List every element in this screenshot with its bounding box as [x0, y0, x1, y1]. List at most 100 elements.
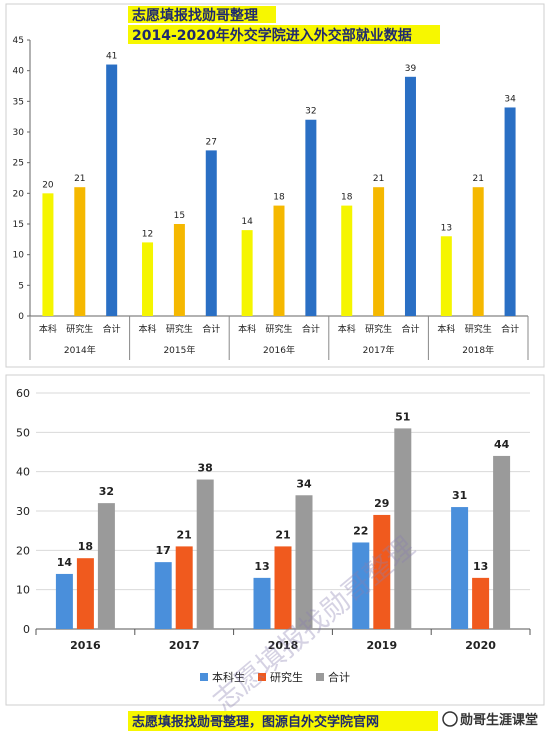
- bar-value-label: 41: [106, 52, 117, 62]
- legend-label: 本科生: [212, 670, 245, 684]
- bar-value-label: 18: [78, 540, 93, 553]
- bar: [504, 107, 516, 316]
- sub-category-label: 本科: [39, 323, 57, 335]
- bar: [55, 573, 73, 629]
- sub-category-label: 研究生: [465, 323, 492, 335]
- bar: [76, 558, 94, 629]
- y-tick-label: 0: [23, 623, 30, 636]
- y-tick-label: 40: [16, 466, 30, 479]
- bar: [253, 577, 271, 629]
- bar: [373, 187, 385, 316]
- title-highlight: [128, 6, 276, 23]
- bar: [196, 479, 214, 629]
- bar-value-label: 32: [99, 485, 114, 498]
- y-tick-label: 15: [13, 220, 24, 230]
- bar-value-label: 13: [473, 560, 488, 573]
- chart-2014-2018: 志愿填报找勋哥整理 2014-2020年外交学院进入外交部就业数据 0 5 10 15…: [5, 3, 545, 368]
- y-tick-label: 25: [13, 159, 24, 169]
- bar: [394, 428, 412, 629]
- bar: [295, 495, 313, 629]
- category-label: 2019: [366, 639, 397, 652]
- sub-category-label: 研究生: [66, 323, 93, 335]
- y-tick-label: 20: [13, 189, 25, 199]
- bar-value-label: 32: [305, 107, 316, 117]
- y-tick-label: 45: [13, 36, 24, 46]
- bar-value-label: 13: [254, 560, 269, 573]
- bar: [472, 187, 484, 316]
- sub-category-label: 研究生: [166, 323, 193, 335]
- y-tick-label: 40: [13, 67, 25, 77]
- sub-category-label: 研究生: [265, 323, 292, 335]
- bar: [205, 150, 217, 316]
- category-label: 2014年: [64, 344, 96, 356]
- sub-category-label: 本科: [139, 323, 157, 335]
- bar: [373, 514, 391, 629]
- bar: [352, 542, 370, 629]
- bar: [493, 455, 511, 629]
- footer-caption: 志愿填报找勋哥整理，图源自外交学院官网: [132, 714, 379, 730]
- category-label: 2018: [268, 639, 299, 652]
- legend-label: 合计: [328, 670, 350, 684]
- y-tick-label: 30: [13, 128, 25, 138]
- y-tick-label: 10: [16, 584, 30, 597]
- y-tick-label: 60: [16, 387, 30, 400]
- category-label: 2020: [465, 639, 496, 652]
- category-label: 2016: [70, 639, 101, 652]
- sub-category-label: 合计: [302, 323, 320, 335]
- bar-value-label: 13: [441, 223, 452, 233]
- y-tick-label: 30: [16, 505, 30, 518]
- bar: [173, 224, 185, 316]
- category-label: 2017年: [363, 344, 395, 356]
- bar: [106, 64, 118, 317]
- y-tick-label: 20: [16, 544, 30, 557]
- bar-value-label: 14: [57, 556, 73, 569]
- bar-value-label: 14: [241, 217, 253, 227]
- bar-value-label: 44: [494, 438, 510, 451]
- bar: [472, 577, 490, 629]
- y-tick-label: 10: [13, 251, 25, 261]
- category-label: 2018年: [462, 344, 494, 356]
- bar-value-label: 21: [74, 174, 85, 184]
- bar-value-label: 20: [42, 180, 54, 190]
- bar: [154, 562, 172, 629]
- footer-highlight: [128, 711, 438, 731]
- bar: [440, 236, 452, 316]
- sub-category-label: 本科: [338, 323, 356, 335]
- sub-category-label: 合计: [103, 323, 121, 335]
- bar: [74, 187, 86, 316]
- bar: [241, 230, 253, 316]
- sub-category-label: 合计: [401, 323, 419, 335]
- chart1-title: 志愿填报找勋哥整理: [132, 7, 258, 24]
- sub-category-label: 本科: [238, 323, 256, 335]
- bar-value-label: 27: [206, 137, 217, 147]
- bar-value-label: 21: [177, 528, 192, 541]
- category-label: 2016年: [263, 344, 295, 356]
- sub-category-label: 合计: [501, 323, 519, 335]
- legend-swatch: [316, 673, 324, 681]
- category-label: 2017: [169, 639, 200, 652]
- logo-text: 勋哥生涯课堂: [459, 712, 538, 728]
- sub-category-label: 本科: [437, 323, 455, 335]
- bar-value-label: 34: [504, 94, 516, 104]
- chart1-subtitle: 2014-2020年外交学院进入外交部就业数据: [132, 27, 412, 44]
- bar: [404, 76, 416, 316]
- bar-value-label: 21: [275, 528, 290, 541]
- bar-value-label: 39: [405, 64, 417, 74]
- bar-value-label: 22: [353, 524, 368, 537]
- wechat-icon: [442, 711, 458, 727]
- y-tick-label: 5: [18, 281, 24, 291]
- legend-label: 研究生: [270, 670, 303, 684]
- bar-value-label: 34: [296, 477, 312, 490]
- bar-value-label: 17: [156, 544, 171, 557]
- bar-value-label: 18: [341, 193, 353, 203]
- bar: [341, 205, 353, 316]
- bar-value-label: 51: [395, 410, 410, 423]
- bar-value-label: 38: [198, 462, 213, 475]
- bar: [305, 119, 317, 316]
- bar: [451, 507, 469, 629]
- category-label: 2015年: [163, 344, 195, 356]
- y-tick-label: 35: [13, 97, 24, 107]
- bar-value-label: 12: [142, 229, 153, 239]
- bar-value-label: 31: [452, 489, 467, 502]
- bar: [175, 546, 193, 629]
